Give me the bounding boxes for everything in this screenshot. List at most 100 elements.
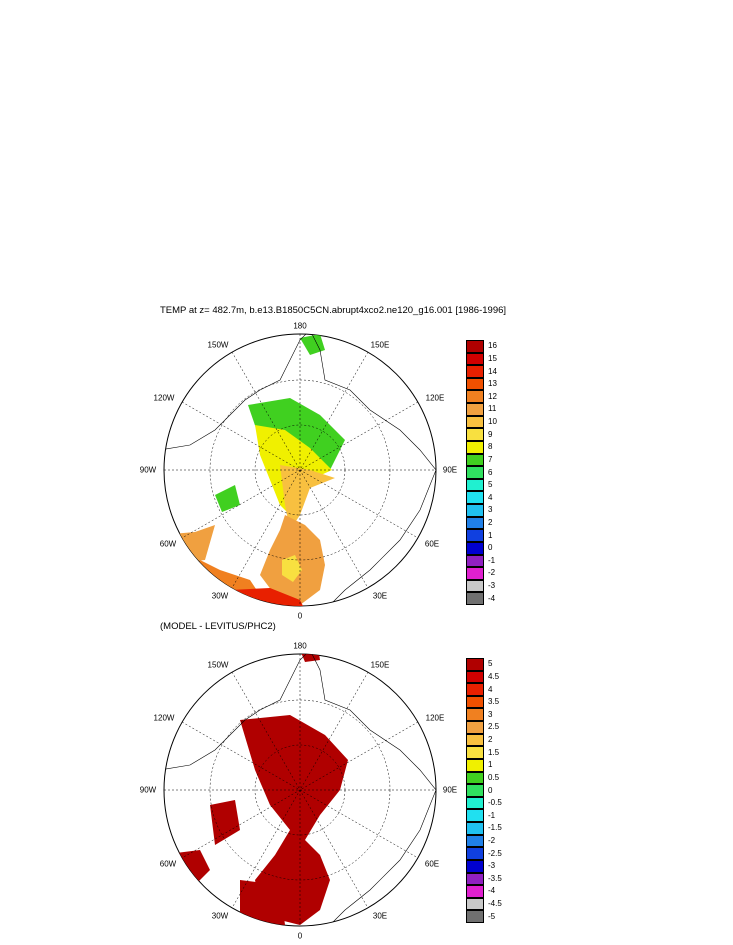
top-colorbar-swatch	[466, 440, 484, 454]
top-colorbar-label: 1	[488, 530, 493, 540]
bottom-colorbar-label: -4.5	[488, 899, 502, 909]
top-colorbar-swatch	[466, 516, 484, 530]
lon-label-120e-bottom: 120E	[425, 713, 445, 723]
top-colorbar-label: 0	[488, 543, 493, 553]
lon-label-120e-top: 120E	[425, 393, 445, 403]
bottom-polar-map: 180 150E 120E 90E 60E 30E 0 30W 60W 90W …	[140, 640, 460, 941]
top-colorbar-label: 14	[488, 366, 497, 376]
field-red-sw	[240, 880, 285, 926]
lon-label-180-top: 180	[293, 321, 307, 331]
bottom-colorbar-swatch	[466, 733, 484, 747]
bottom-colorbar-label: 3	[488, 709, 493, 719]
top-colorbar-label: 15	[488, 353, 497, 363]
lon-label-60e-top: 60E	[424, 539, 440, 549]
lon-label-120w-bottom: 120W	[153, 713, 175, 723]
top-colorbar-label: 3	[488, 505, 493, 515]
bottom-colorbar-swatch	[466, 872, 484, 886]
bottom-colorbar-label: 2	[488, 735, 493, 745]
top-colorbar-label: 5	[488, 480, 493, 490]
bottom-colorbar-swatch	[466, 859, 484, 873]
lon-label-0-bottom: 0	[297, 931, 303, 941]
lon-label-30w-bottom: 30W	[211, 911, 229, 921]
lon-label-90e-bottom: 90E	[442, 785, 458, 795]
bottom-colorbar-label: 4.5	[488, 671, 500, 681]
top-colorbar-swatch	[466, 529, 484, 542]
bottom-colorbar-swatch	[466, 721, 484, 734]
top-colorbar-swatch	[466, 352, 484, 366]
lon-label-150w-bottom: 150W	[207, 660, 229, 670]
figure-subtitle: (MODEL - LEVITUS/PHC2)	[160, 621, 276, 632]
top-colorbar-swatch	[466, 478, 484, 492]
top-colorbar-swatch	[466, 340, 484, 353]
top-colorbar-label: 4	[488, 492, 493, 502]
top-colorbar-label: -2	[488, 568, 496, 578]
bottom-colorbar-label: 2.5	[488, 722, 500, 732]
bottom-colorbar-swatch	[466, 670, 484, 684]
top-polar-map: 180 150E 120E 90E 60E 30E 0 30W 60W 90W …	[140, 320, 460, 621]
top-colorbar-swatch	[466, 504, 484, 517]
top-colorbar-label: 13	[488, 379, 497, 389]
field-red-n	[300, 654, 320, 662]
bottom-colorbar-swatch	[466, 746, 484, 759]
bottom-colorbar-label: -0.5	[488, 798, 502, 808]
top-colorbar-swatch	[466, 541, 484, 555]
top-colorbar-label: 12	[488, 391, 497, 401]
bottom-colorbar-label: -2.5	[488, 848, 502, 858]
bottom-colorbar-label: 5	[488, 659, 493, 669]
bottom-colorbar-label: 4	[488, 684, 493, 694]
top-colorbar-swatch	[466, 403, 484, 416]
lon-label-120w-top: 120W	[153, 393, 175, 403]
lon-label-60e-bottom: 60E	[424, 859, 440, 869]
top-colorbar-label: 6	[488, 467, 493, 477]
bottom-colorbar-label: -4	[488, 886, 496, 896]
bottom-colorbar-label: -5	[488, 911, 496, 921]
top-colorbar-swatch	[466, 579, 484, 593]
bottom-colorbar-swatch	[466, 771, 484, 785]
bottom-colorbar-swatch	[466, 784, 484, 797]
top-colorbar-swatch	[466, 554, 484, 568]
lon-label-150w-top: 150W	[207, 340, 229, 350]
bottom-colorbar-label: 0	[488, 785, 493, 795]
top-colorbar-swatch	[466, 453, 484, 467]
lon-label-60w-bottom: 60W	[159, 859, 177, 869]
top-colorbar-label: -1	[488, 555, 496, 565]
top-colorbar-swatch	[466, 592, 484, 605]
top-map-svg	[163, 333, 437, 607]
bottom-colorbar-label: 1	[488, 760, 493, 770]
lon-label-180-bottom: 180	[293, 641, 307, 651]
top-colorbar-label: 7	[488, 454, 493, 464]
bottom-colorbar-label: 1.5	[488, 747, 500, 757]
top-colorbar-label: 11	[488, 404, 497, 414]
bottom-colorbar-swatch	[466, 796, 484, 810]
field-yellow-spot	[282, 555, 302, 582]
top-colorbar-swatch	[466, 491, 484, 505]
bottom-colorbar-swatch	[466, 822, 484, 835]
figure-title: TEMP at z= 482.7m, b.e13.B1850C5CN.abrup…	[160, 305, 507, 316]
top-colorbar-label: 8	[488, 442, 493, 452]
bottom-map-svg	[163, 653, 437, 927]
bottom-colorbar-swatch	[466, 809, 484, 823]
top-colorbar-swatch	[466, 415, 484, 429]
lon-label-90w-bottom: 90W	[139, 785, 157, 795]
bottom-colorbar-swatch	[466, 695, 484, 709]
lon-label-90e-top: 90E	[442, 465, 458, 475]
top-colorbar-label: 16	[488, 341, 497, 351]
top-colorbar-label: 9	[488, 429, 493, 439]
bottom-colorbar-swatch	[466, 834, 484, 848]
bottom-colorbar-swatch	[466, 708, 484, 722]
top-colorbar-swatch	[466, 365, 484, 378]
top-colorbar-label: 2	[488, 517, 493, 527]
top-colorbar-swatch	[466, 466, 484, 479]
lon-label-90w-top: 90W	[139, 465, 157, 475]
top-colorbar-swatch	[466, 390, 484, 404]
field-red-w	[210, 800, 240, 845]
top-colorbar-label: 10	[488, 417, 497, 427]
lon-label-150e-top: 150E	[370, 340, 390, 350]
top-colorbar-label: -4	[488, 593, 496, 603]
top-colorbar-swatch	[466, 428, 484, 441]
bottom-colorbar-swatch	[466, 847, 484, 860]
field-green-w	[215, 485, 240, 512]
bottom-colorbar-swatch	[466, 910, 484, 923]
coastline-bottom	[164, 654, 436, 926]
bottom-colorbar-swatch	[466, 897, 484, 911]
